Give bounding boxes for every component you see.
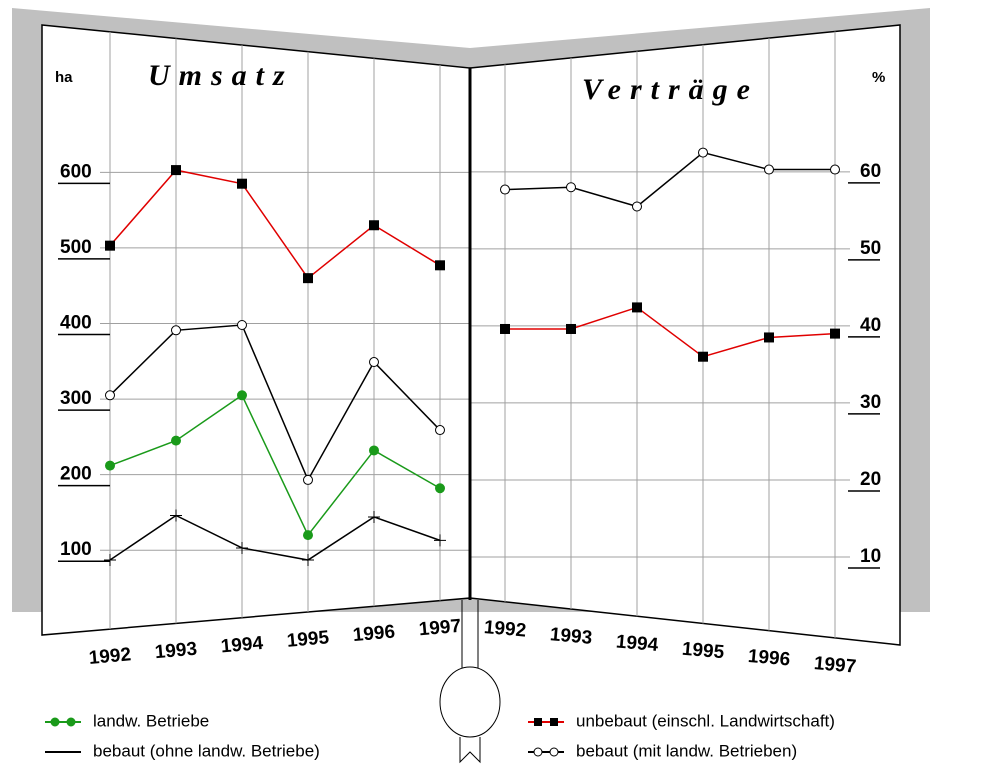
y-tick-label: 40 [860, 315, 881, 336]
legend-marker [50, 717, 60, 727]
marker [237, 178, 247, 189]
marker [105, 390, 115, 401]
x-tick-label: 1994 [220, 633, 264, 658]
legend-marker [549, 747, 559, 757]
y-axis-label: % [872, 69, 885, 86]
marker [302, 554, 314, 567]
marker [632, 302, 642, 313]
x-tick-label: 1993 [549, 624, 593, 649]
marker [566, 182, 576, 193]
marker [369, 445, 379, 456]
marker [698, 351, 708, 362]
series [500, 302, 840, 362]
marker [237, 390, 247, 401]
marker [303, 530, 313, 541]
seal-ribbon [459, 737, 481, 764]
y-tick-label: 20 [860, 469, 881, 490]
seal [439, 666, 501, 738]
marker [698, 147, 708, 158]
legend-marker [534, 718, 542, 726]
x-tick-label: 1995 [286, 627, 330, 652]
marker [104, 554, 116, 567]
chart-title: Verträge [582, 73, 759, 106]
marker [236, 541, 248, 554]
series-line [109, 324, 441, 482]
y-tick-label: 60 [860, 161, 881, 182]
left-page [41, 24, 471, 636]
series [105, 320, 445, 485]
series-line [109, 394, 441, 537]
y-tick-label: 600 [60, 161, 92, 182]
x-tick-label: 1997 [418, 616, 462, 641]
marker [500, 323, 510, 334]
y-tick-label: 200 [60, 464, 92, 485]
legend-marker [533, 747, 543, 757]
x-tick-label: 1996 [747, 646, 791, 671]
marker [369, 220, 379, 231]
series [104, 509, 446, 567]
y-tick-label: 50 [860, 238, 881, 259]
y-tick-label: 10 [860, 546, 881, 567]
marker [830, 328, 840, 339]
marker [171, 165, 181, 176]
marker [435, 425, 445, 436]
y-tick-label: 100 [60, 539, 92, 560]
marker [566, 323, 576, 334]
legend-label: bebaut (mit landw. Betrieben) [576, 741, 797, 760]
marker [171, 435, 181, 446]
series [500, 147, 840, 212]
marker [303, 273, 313, 284]
legend-label: unbebaut (einschl. Landwirtschaft) [576, 711, 835, 730]
legend-marker [550, 718, 558, 726]
marker [171, 325, 181, 336]
marker [303, 474, 313, 485]
marker [632, 201, 642, 212]
y-tick-label: 30 [860, 392, 881, 413]
y-axis-label: ha [55, 69, 73, 86]
marker [105, 460, 115, 471]
legend-marker [66, 717, 76, 727]
y-tick-label: 300 [60, 388, 92, 409]
marker [237, 320, 247, 331]
x-tick-label: 1993 [154, 639, 198, 664]
marker [434, 534, 446, 547]
x-tick-label: 1996 [352, 622, 396, 647]
y-tick-label: 500 [60, 237, 92, 258]
marker [830, 164, 840, 175]
legend-label: landw. Betriebe [93, 711, 209, 730]
marker [764, 332, 774, 343]
chart-title: Umsatz [148, 59, 294, 92]
marker [435, 483, 445, 494]
series-line [505, 306, 836, 358]
series-line [109, 169, 441, 280]
marker [105, 240, 115, 251]
marker [500, 184, 510, 195]
x-tick-label: 1992 [88, 644, 132, 669]
marker [368, 510, 380, 523]
series-line [109, 514, 441, 561]
marker [764, 164, 774, 175]
x-tick-label: 1992 [483, 617, 527, 642]
x-tick-label: 1997 [813, 653, 857, 678]
series [105, 165, 445, 284]
series-line [504, 151, 835, 208]
y-tick-label: 400 [60, 313, 92, 334]
x-tick-label: 1994 [615, 631, 659, 656]
series [105, 390, 445, 541]
x-tick-label: 1995 [681, 639, 725, 664]
marker [435, 260, 445, 271]
legend-label: bebaut (ohne landw. Betriebe) [93, 741, 320, 760]
marker [170, 509, 182, 522]
marker [369, 357, 379, 368]
